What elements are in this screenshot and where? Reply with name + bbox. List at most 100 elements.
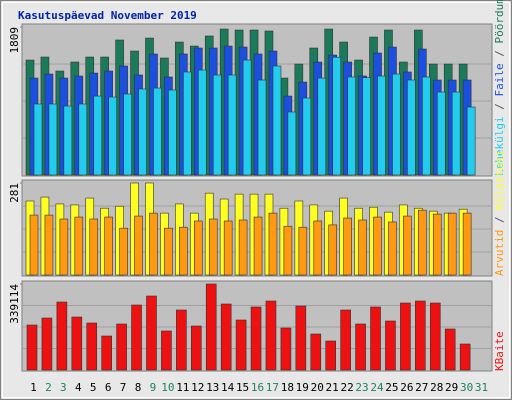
legend-separator: / [493, 210, 506, 230]
legend-entry: Faile [493, 63, 506, 96]
bar [176, 309, 187, 371]
bar [287, 111, 297, 176]
bar [227, 74, 237, 176]
x-tick-label: 7 [120, 381, 127, 394]
bar [59, 218, 69, 276]
bar [459, 343, 471, 371]
chart-title: Kasutuspäevad November 2019 [18, 9, 197, 22]
legend: Lehekülgi / Faile / Pöördumisi [493, 0, 506, 176]
bar [362, 77, 371, 176]
bar [149, 212, 158, 276]
bar [208, 218, 218, 276]
legend-entry: Külastusi [493, 150, 506, 210]
bar [153, 87, 162, 176]
bar [373, 216, 382, 276]
bar [265, 300, 277, 371]
bar [328, 224, 338, 276]
bar [235, 319, 247, 371]
bar [444, 328, 456, 371]
bar [123, 93, 132, 176]
bar [347, 76, 356, 176]
x-tick-label: 14 [221, 381, 235, 394]
x-tick-label: 27 [415, 381, 428, 394]
legend-separator: / [493, 44, 506, 64]
x-tick-label: 4 [75, 381, 82, 394]
bar [358, 219, 367, 276]
bar [146, 295, 157, 371]
bar [295, 305, 307, 371]
bar [257, 79, 267, 176]
x-tick-label: 28 [430, 381, 443, 394]
bar [101, 335, 112, 371]
bar [332, 56, 342, 176]
legend-separator: / [493, 97, 506, 117]
bar [429, 302, 441, 371]
y-tick-label: 1809 [8, 27, 21, 54]
bar [283, 225, 293, 276]
x-tick-label: 5 [90, 381, 97, 394]
x-tick-label: 26 [400, 381, 413, 394]
bar [268, 212, 278, 276]
x-tick-label: 25 [385, 381, 398, 394]
x-tick-label: 29 [445, 381, 458, 394]
legend: Arvutid / Külastusi [493, 150, 506, 276]
bar [355, 323, 366, 371]
bar [388, 221, 397, 276]
x-tick-label: 12 [191, 381, 204, 394]
bar [432, 213, 442, 276]
bar [193, 220, 203, 276]
x-tick-label: 18 [281, 381, 294, 394]
x-tick-label: 11 [176, 381, 189, 394]
bar [302, 97, 312, 176]
x-tick-label: 9 [150, 381, 157, 394]
legend: KBaite [493, 331, 506, 371]
x-tick-label: 3 [60, 381, 67, 394]
bar [33, 103, 43, 176]
bar [205, 283, 217, 371]
legend-entry: Pöördumisi [493, 0, 506, 44]
bar [400, 302, 411, 371]
x-tick-label: 22 [340, 381, 353, 394]
bar [44, 214, 54, 276]
bar [93, 95, 103, 176]
bar [104, 216, 113, 276]
bar [138, 88, 147, 176]
bar [26, 324, 38, 371]
bar [190, 325, 202, 371]
bar [436, 91, 446, 176]
bar [212, 74, 222, 176]
bar [183, 71, 192, 176]
bar [313, 220, 323, 276]
bar [418, 209, 427, 276]
x-tick-label: 23 [355, 381, 368, 394]
bar [74, 216, 84, 276]
x-tick-label: 6 [105, 381, 112, 394]
legend-entry: Lehekülgi [493, 116, 506, 176]
x-tick-label: 8 [135, 381, 142, 394]
bar [343, 217, 352, 276]
bar [422, 76, 431, 176]
bar [71, 316, 83, 371]
bar [179, 226, 188, 276]
bar [340, 309, 351, 371]
bar [89, 218, 99, 276]
bar [56, 301, 68, 371]
bar [310, 333, 322, 371]
bar [462, 212, 472, 276]
legend-entry: Arvutid [493, 230, 506, 276]
bar [63, 105, 73, 176]
bar [197, 69, 207, 176]
bar [253, 216, 263, 276]
x-tick-label: 30 [460, 381, 473, 394]
bar [447, 212, 457, 276]
bar [48, 103, 58, 176]
x-tick-label: 21 [326, 381, 339, 394]
bar [325, 340, 337, 371]
x-tick-label: 13 [206, 381, 219, 394]
bar [86, 322, 98, 371]
bar [164, 227, 173, 276]
bar [377, 75, 386, 176]
x-tick-label: 20 [311, 381, 324, 394]
